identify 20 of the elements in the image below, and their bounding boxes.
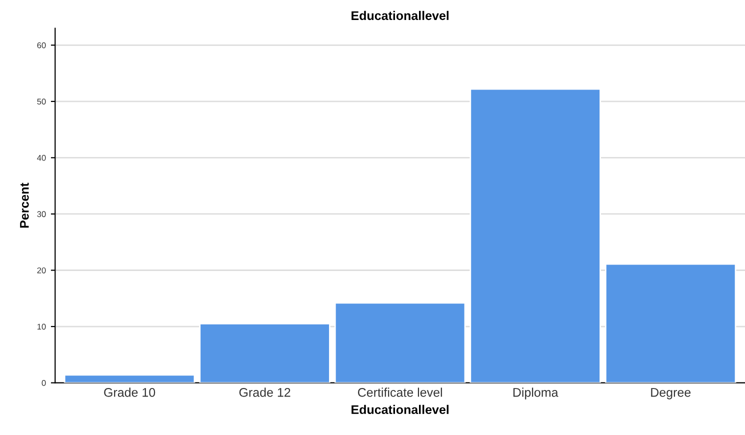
bar xyxy=(64,374,196,383)
x-tick-label: Grade 12 xyxy=(239,388,290,397)
y-tick-label: 10 xyxy=(37,324,46,330)
bar xyxy=(334,302,466,383)
y-tick-label: 50 xyxy=(37,98,46,105)
bar xyxy=(604,263,736,383)
y-tick-label: 20 xyxy=(37,267,46,274)
chart-title: Educationallevel xyxy=(352,10,449,20)
x-tick-label: Grade 10 xyxy=(104,388,156,397)
bar xyxy=(199,323,330,383)
y-tick-label: 30 xyxy=(37,211,46,218)
y-tick-label: 0 xyxy=(42,380,46,386)
x-tick-label: Diploma xyxy=(513,388,558,400)
x-tick-label: Certificate level xyxy=(358,388,442,397)
y-axis-title: Percent xyxy=(20,182,29,228)
x-tick-label: Degree xyxy=(651,388,691,400)
bar xyxy=(470,88,601,383)
y-tick-label: 40 xyxy=(37,154,46,161)
x-axis-title: Educationallevel xyxy=(352,404,449,414)
y-tick-label: 60 xyxy=(37,42,46,48)
